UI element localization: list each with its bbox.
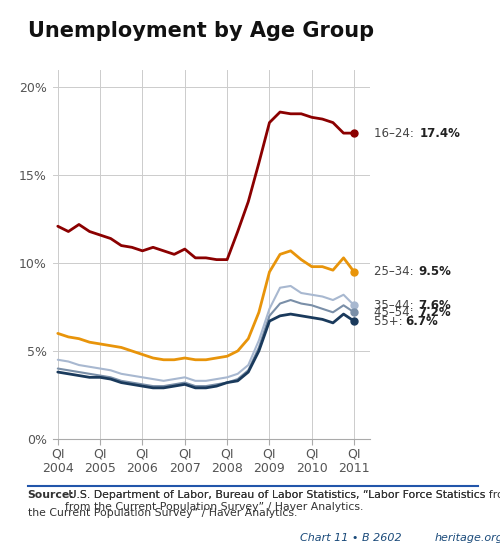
Text: 25–34:: 25–34:	[374, 266, 418, 278]
Text: U.S. Department of Labor, Bureau of Labor Statistics, “Labor Force Statistics fr: U.S. Department of Labor, Bureau of Labo…	[65, 490, 500, 500]
Text: U.S. Department of Labor, Bureau of Labor Statistics, “Labor Force Statistics fr: U.S. Department of Labor, Bureau of Labo…	[65, 490, 486, 512]
Text: 35–44:: 35–44:	[374, 299, 418, 312]
Text: Unemployment by Age Group: Unemployment by Age Group	[28, 21, 374, 41]
Text: 7.6%: 7.6%	[418, 299, 451, 312]
Text: Chart 11 • B 2602: Chart 11 • B 2602	[300, 533, 402, 543]
Text: the Current Population Survey” / Haver Analytics.: the Current Population Survey” / Haver A…	[28, 508, 297, 518]
Text: 9.5%: 9.5%	[418, 266, 451, 278]
Text: heritage.org: heritage.org	[435, 533, 500, 543]
Text: 17.4%: 17.4%	[420, 127, 461, 140]
Text: 45–54:: 45–54:	[374, 306, 418, 319]
Text: 6.7%: 6.7%	[405, 315, 438, 328]
Text: 55+:: 55+:	[374, 315, 406, 328]
Text: 16–24:: 16–24:	[374, 127, 418, 140]
Text: Source:: Source:	[28, 490, 74, 500]
Text: 7.2%: 7.2%	[418, 306, 450, 319]
